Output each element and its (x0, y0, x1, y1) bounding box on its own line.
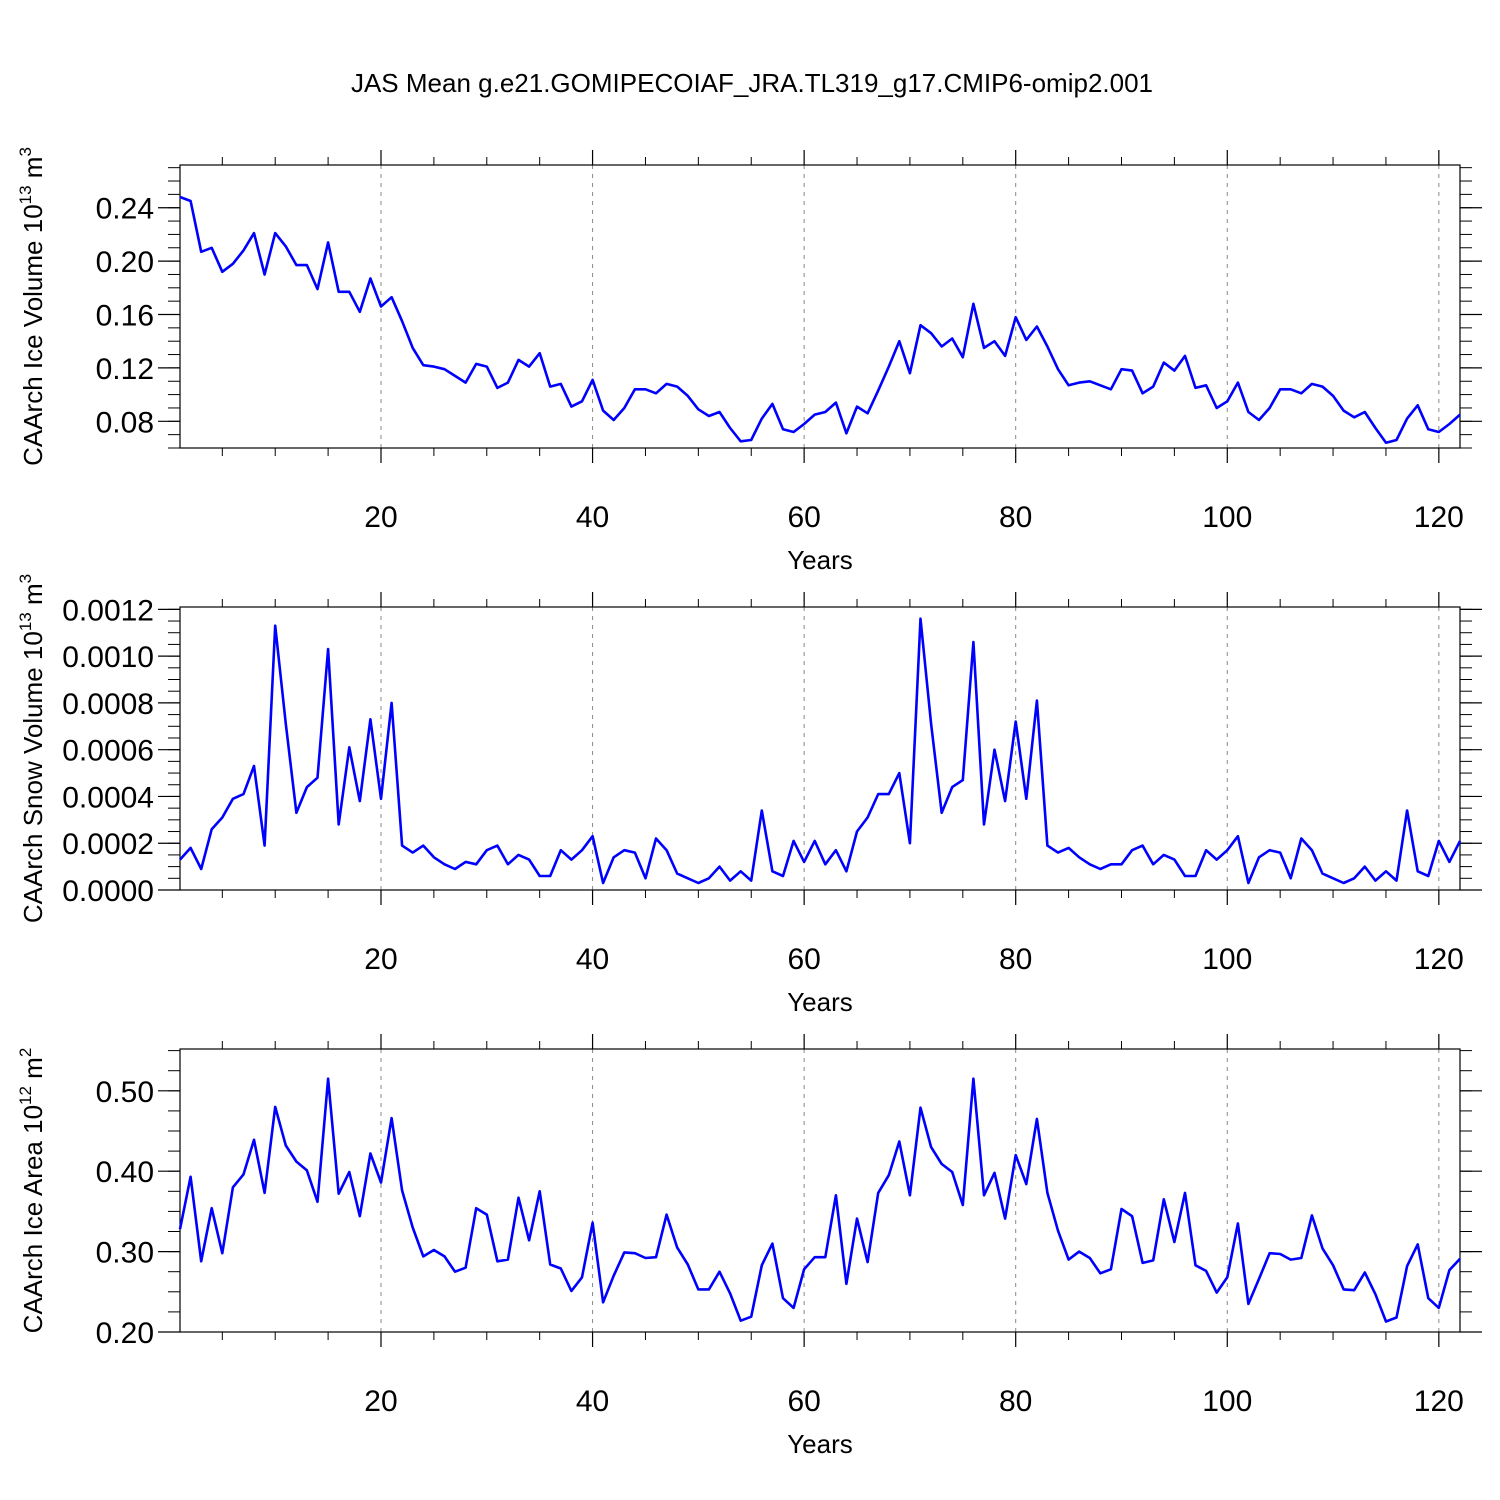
panel-1: 20 40 60 80 100 120 0.08 0.12 0.16 0.20 0.24 Years C… (16, 147, 1482, 575)
y-tick-label: 0.20 (96, 1317, 154, 1350)
series-line (179, 195, 1461, 445)
y-axis-title: CAArch Ice Volume 1013 m3 (16, 147, 48, 466)
y-tick-label: 0.24 (96, 193, 154, 226)
x-axis-title: Years (787, 987, 853, 1017)
x-tick-label: 120 (1414, 943, 1464, 976)
plot-frame (179, 606, 1461, 891)
figure-title: JAS Mean g.e21.GOMIPECOIAF_JRA.TL319_g17… (351, 68, 1153, 98)
y-tick-label: 0.0010 (62, 641, 154, 674)
x-tick-label: 80 (999, 501, 1032, 534)
series-line (178, 1077, 1461, 1323)
plot-frame (179, 164, 1461, 449)
y-tick-label: 0.0002 (62, 828, 154, 861)
x-tick-label: 120 (1414, 1385, 1464, 1418)
y-tick-label: 0.0008 (62, 688, 154, 721)
x-tick-label: 40 (576, 943, 609, 976)
x-tick-label: 20 (364, 1385, 397, 1418)
y-tick-label: 0.08 (96, 406, 154, 439)
plot-frame (179, 1048, 1461, 1333)
y-tick-label: 0.30 (96, 1237, 154, 1270)
x-axis-title: Years (787, 1429, 853, 1459)
series-line (179, 617, 1462, 885)
x-axis-title: Years (787, 545, 853, 575)
x-tick-label: 60 (787, 1385, 820, 1418)
x-tick-label: 20 (364, 943, 397, 976)
y-tick-label: 0.16 (96, 300, 154, 333)
x-tick-label: 80 (999, 1385, 1032, 1418)
panel-3: 20 40 60 80 100 120 0.20 0.30 0.40 0.50 Years CAArc… (16, 1034, 1482, 1459)
y-tick-label: 0.0000 (62, 875, 154, 908)
y-tick-label: 0.0004 (62, 781, 154, 814)
panel-2: 20 40 60 80 100 120 0.0000 0.0002 0.0004 0.0006 0.… (16, 574, 1482, 1017)
y-tick-label: 0.40 (96, 1156, 154, 1189)
x-tick-label: 100 (1202, 501, 1252, 534)
panels: 20 40 60 80 100 120 0.08 0.12 0.16 0.20 0.24 Years C… (16, 147, 1482, 1459)
y-tick-label: 0.0012 (62, 594, 154, 627)
x-tick-label: 100 (1202, 943, 1252, 976)
x-tick-label: 100 (1202, 1385, 1252, 1418)
x-tick-label: 80 (999, 943, 1032, 976)
x-tick-label: 60 (787, 501, 820, 534)
x-tick-label: 40 (576, 501, 609, 534)
x-tick-label: 40 (576, 1385, 609, 1418)
y-tick-label: 0.0006 (62, 735, 154, 768)
x-tick-label: 60 (787, 943, 820, 976)
y-tick-label: 0.12 (96, 353, 154, 386)
y-axis-title: CAArch Snow Volume 1013 m3 (16, 574, 48, 923)
y-tick-label: 0.50 (96, 1076, 154, 1109)
x-tick-label: 120 (1414, 501, 1464, 534)
x-tick-label: 20 (364, 501, 397, 534)
y-tick-label: 0.20 (96, 246, 154, 279)
y-axis-title: CAArch Ice Area 1012 m2 (16, 1048, 48, 1334)
